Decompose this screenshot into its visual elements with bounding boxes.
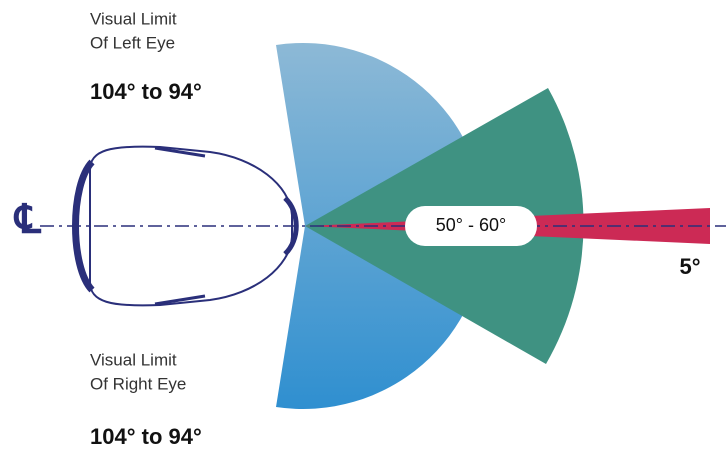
left-eye-line1: Visual Limit <box>90 9 177 28</box>
left-eye-line2: Of Left Eye <box>90 33 175 52</box>
center-pill <box>405 206 537 246</box>
right-eye-line2: Of Right Eye <box>90 374 186 393</box>
head-outline <box>89 145 293 307</box>
left-bracket <box>72 159 95 293</box>
center-label: 50° - 60° <box>436 215 506 235</box>
centerline-symbol: ℄ <box>13 198 42 242</box>
left-eye-range: 104° to 94° <box>90 79 202 104</box>
narrow-label: 5° <box>679 254 700 279</box>
right-bracket <box>283 196 299 256</box>
eye-bottom <box>154 294 206 306</box>
right-eye-line1: Visual Limit <box>90 350 177 369</box>
eye-top <box>154 146 206 158</box>
right-eye-range: 104° to 94° <box>90 424 202 449</box>
